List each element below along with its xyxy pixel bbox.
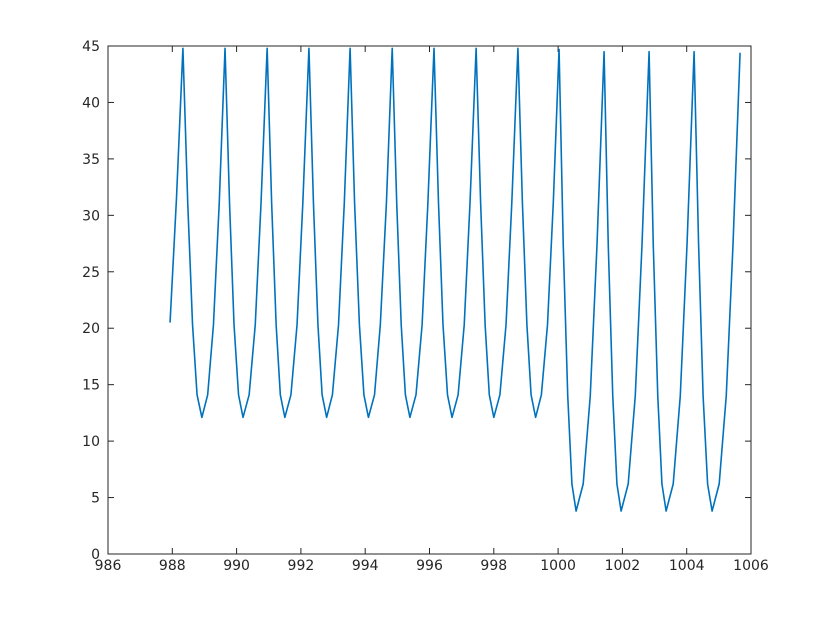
x-tick-label: 990	[223, 558, 250, 574]
x-tick-label: 998	[480, 558, 507, 574]
y-tick-label: 20	[82, 321, 100, 337]
x-tick-label: 1002	[605, 558, 641, 574]
x-tick-label: 994	[352, 558, 379, 574]
y-tick-label: 35	[82, 152, 100, 168]
x-tick-label: 1006	[733, 558, 769, 574]
y-tick-label: 15	[82, 378, 100, 394]
x-tick-label: 988	[159, 558, 186, 574]
x-tick-label: 992	[288, 558, 315, 574]
y-tick-label: 25	[82, 265, 100, 281]
x-tick-label: 986	[95, 558, 122, 574]
x-tick-label: 1004	[669, 558, 705, 574]
y-tick-label: 40	[82, 95, 100, 111]
y-tick-label: 5	[91, 491, 100, 507]
y-tick-label: 10	[82, 434, 100, 450]
y-tick-label: 30	[82, 208, 100, 224]
y-tick-label: 0	[91, 547, 100, 563]
y-tick-label: 45	[82, 39, 100, 55]
x-tick-label: 996	[416, 558, 443, 574]
x-tick-label: 1000	[540, 558, 576, 574]
data-line	[169, 47, 741, 512]
